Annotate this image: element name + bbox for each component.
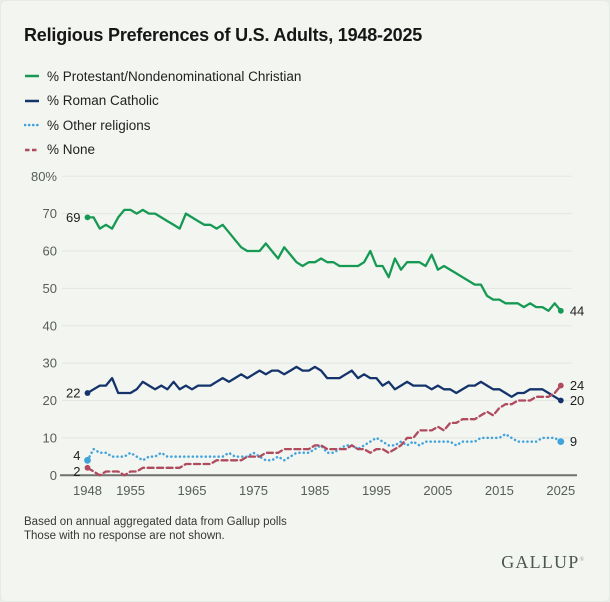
series-line-4 — [86, 384, 562, 477]
y-axis-tick: 50 — [43, 281, 57, 296]
start-value-label: 2 — [73, 464, 80, 479]
y-axis-tick: 30 — [43, 356, 57, 371]
y-axis-tick: 40 — [43, 318, 57, 333]
legend-label: % None — [47, 142, 96, 158]
y-axis-tick: 70 — [43, 206, 57, 221]
x-axis-tick: 1985 — [300, 483, 329, 498]
line-swatch-icon — [25, 99, 39, 103]
end-value-label: 44 — [570, 303, 584, 318]
y-axis-tick: 0 — [50, 468, 57, 483]
series-line-2 — [86, 365, 562, 402]
x-axis-tick: 1975 — [239, 483, 268, 498]
x-axis-tick: 1995 — [362, 483, 391, 498]
legend-label: % Other religions — [47, 117, 151, 133]
x-axis-tick: 2025 — [546, 483, 575, 498]
y-axis-tick: 60 — [43, 244, 57, 259]
end-value-label: 9 — [570, 434, 577, 449]
series-line-3 — [86, 432, 563, 462]
y-axis-tick: 20 — [43, 393, 57, 408]
series-end-dot — [557, 438, 565, 446]
series-start-dot — [84, 456, 91, 464]
dotted-line-swatch-icon — [24, 123, 40, 127]
line-swatch-icon — [25, 74, 39, 78]
page-title: Religious Preferences of U.S. Adults, 19… — [24, 25, 423, 45]
footnote-line-2: Those with no response are not shown. — [24, 529, 225, 542]
legend-item-protestant: % Protestant/Nondenominational Christian — [24, 64, 301, 89]
legend-item-other: % Other religions — [24, 113, 301, 138]
legend-item-none: % None — [24, 138, 301, 163]
start-value-label: 4 — [73, 448, 80, 463]
gallup-logo: GALLUP® — [501, 552, 584, 572]
legend-label: % Roman Catholic — [47, 93, 159, 109]
end-value-label: 20 — [570, 393, 584, 408]
legend: % Protestant/Nondenominational Christian… — [24, 64, 301, 162]
y-axis-tick: 80% — [31, 169, 57, 184]
x-axis-tick: 1965 — [178, 483, 207, 498]
series-end-dot — [557, 397, 564, 404]
series-start-dot — [84, 214, 91, 221]
footnote: Based on annual aggregated data from Gal… — [24, 516, 287, 543]
x-axis-tick: 1948 — [73, 483, 102, 498]
dashed-line-swatch-icon — [25, 148, 39, 152]
start-value-label: 69 — [66, 210, 80, 225]
x-axis-tick: 2005 — [423, 483, 452, 498]
footnote-line-1: Based on annual aggregated data from Gal… — [24, 516, 287, 528]
series-start-dot — [84, 464, 91, 471]
registered-mark-icon: ® — [579, 557, 584, 563]
end-value-label: 24 — [570, 378, 584, 393]
legend-label: % Protestant/Nondenominational Christian — [47, 68, 302, 84]
series-end-dot — [557, 382, 564, 389]
x-axis-tick: 1955 — [116, 483, 145, 498]
legend-item-catholic: % Roman Catholic — [24, 89, 301, 114]
series-start-dot — [84, 390, 91, 396]
series-line-1 — [86, 208, 562, 312]
start-value-label: 22 — [66, 386, 80, 401]
series-end-dot — [557, 307, 564, 314]
x-axis-tick: 2015 — [485, 483, 514, 498]
y-axis-tick: 10 — [43, 430, 57, 445]
